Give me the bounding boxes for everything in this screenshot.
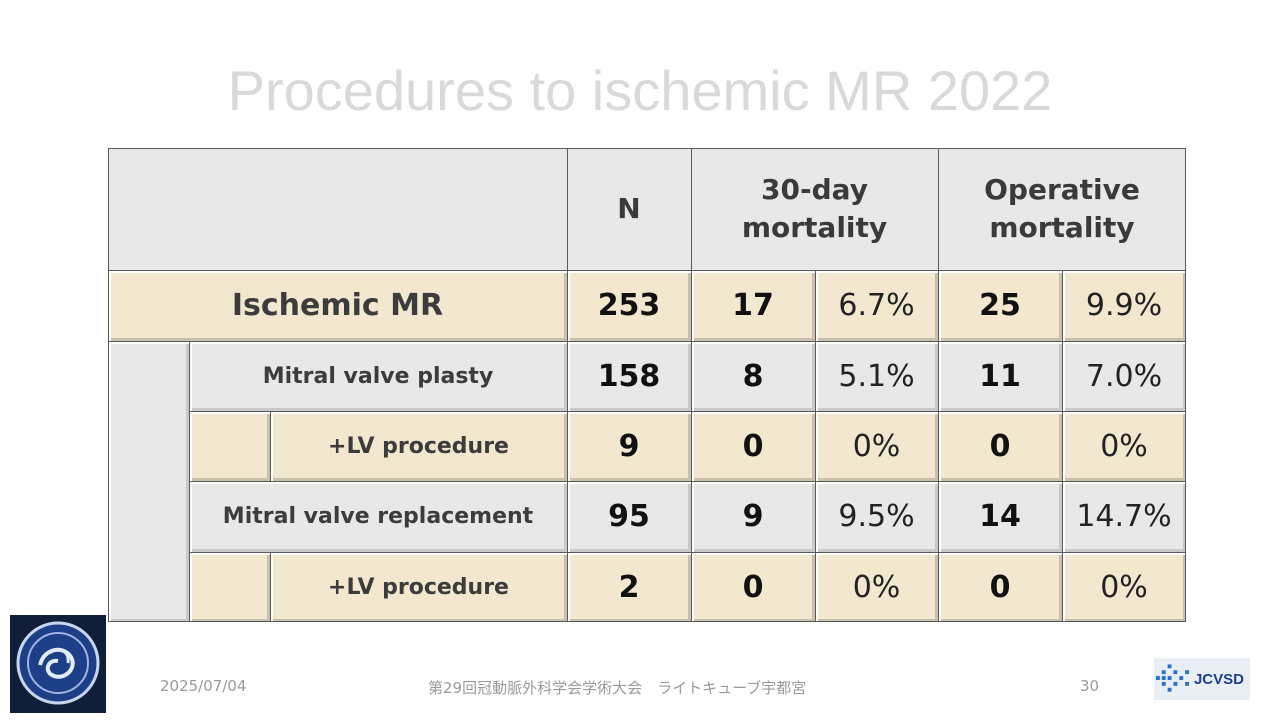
page-number: 30: [1080, 677, 1100, 695]
cell-30day-count: 17: [691, 270, 815, 341]
cell-operative-percent: 7.0%: [1062, 341, 1186, 411]
footer-event: 第29回冠動脈外科学会学術大会 ライトキューブ宇都宮: [428, 679, 807, 697]
header-30day-mortality: 30-day mortality: [691, 148, 938, 270]
jacas-logo: [10, 615, 106, 713]
column-divider: [189, 341, 190, 622]
column-divider: [270, 411, 271, 481]
footer-date: 2025/07/04: [160, 677, 247, 695]
cell-30day-percent: 6.7%: [815, 270, 938, 341]
cell-operative-percent: 14.7%: [1062, 481, 1186, 552]
cell-30day-percent: 5.1%: [815, 341, 938, 411]
cell-operative-percent: 0%: [1062, 552, 1186, 622]
row-divider: [189, 481, 1186, 482]
column-divider: [1062, 270, 1063, 622]
column-divider: [938, 148, 939, 622]
row-label-lv-procedure: +LV procedure: [270, 411, 567, 481]
row-divider: [189, 411, 1186, 412]
slide-title: Procedures to ischemic MR 2022: [227, 59, 1053, 122]
row-divider: [189, 552, 1186, 553]
cell-operative-count: 0: [938, 552, 1062, 622]
cell-n: 2: [567, 552, 691, 622]
indent-blank-cell: [108, 341, 189, 622]
cell-30day-count: 0: [691, 411, 815, 481]
cell-operative-count: 14: [938, 481, 1062, 552]
table-border-left: [108, 148, 109, 622]
column-divider: [567, 148, 568, 622]
column-divider: [815, 270, 816, 622]
cell-operative-count: 0: [938, 411, 1062, 481]
cell-30day-count: 0: [691, 552, 815, 622]
column-divider: [270, 552, 271, 622]
indent-blank-cell: [189, 411, 270, 481]
row-label-mitral-valve-plasty: Mitral valve plasty: [189, 341, 567, 411]
header-operative-mortality: Operative mortality: [938, 148, 1186, 270]
cell-operative-percent: 9.9%: [1062, 270, 1186, 341]
row-label-ischemic-mr: Ischemic MR: [108, 270, 567, 341]
table-border-bottom: [108, 621, 1186, 622]
cell-30day-count: 9: [691, 481, 815, 552]
header-n: N: [567, 148, 691, 270]
table-border-top: [108, 148, 1186, 149]
jcvsd-logo: JCVSD: [1154, 658, 1250, 700]
cell-operative-count: 25: [938, 270, 1062, 341]
cell-n: 95: [567, 481, 691, 552]
cell-30day-percent: 0%: [815, 552, 938, 622]
table-border-right: [1185, 148, 1186, 622]
cell-operative-percent: 0%: [1062, 411, 1186, 481]
cell-n: 158: [567, 341, 691, 411]
column-divider: [691, 148, 692, 622]
cell-n: 9: [567, 411, 691, 481]
cell-30day-percent: 9.5%: [815, 481, 938, 552]
cell-30day-percent: 0%: [815, 411, 938, 481]
header-blank-cell: [108, 148, 567, 270]
jcvsd-logo-text: JCVSD: [1193, 670, 1244, 688]
cell-operative-count: 11: [938, 341, 1062, 411]
cell-n: 253: [567, 270, 691, 341]
cell-30day-count: 8: [691, 341, 815, 411]
row-divider: [108, 341, 1186, 342]
row-divider: [108, 270, 1186, 271]
indent-blank-cell: [189, 552, 270, 622]
row-label-lv-procedure: +LV procedure: [270, 552, 567, 622]
jcvsd-grid-icon: [1155, 664, 1190, 692]
row-label-mitral-valve-replacement: Mitral valve replacement: [189, 481, 567, 552]
